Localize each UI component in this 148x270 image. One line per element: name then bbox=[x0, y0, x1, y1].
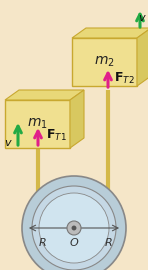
Circle shape bbox=[67, 221, 81, 235]
Text: $\mathbf{F}_{T2}$: $\mathbf{F}_{T2}$ bbox=[114, 70, 135, 86]
Circle shape bbox=[22, 176, 126, 270]
Polygon shape bbox=[5, 90, 84, 100]
Polygon shape bbox=[72, 28, 148, 38]
Text: $m_1$: $m_1$ bbox=[27, 117, 47, 131]
Circle shape bbox=[71, 225, 77, 231]
Text: $O$: $O$ bbox=[69, 236, 79, 248]
Text: $R$: $R$ bbox=[38, 236, 46, 248]
Text: $R$: $R$ bbox=[104, 236, 112, 248]
Bar bbox=[5, 100, 70, 148]
Text: $\mathbf{F}_{T1}$: $\mathbf{F}_{T1}$ bbox=[46, 127, 67, 143]
Polygon shape bbox=[70, 90, 84, 148]
Circle shape bbox=[39, 193, 109, 263]
Text: $m_2$: $m_2$ bbox=[94, 55, 114, 69]
Polygon shape bbox=[137, 28, 148, 86]
Circle shape bbox=[32, 186, 116, 270]
Text: $v$: $v$ bbox=[138, 13, 146, 23]
Bar bbox=[72, 38, 137, 86]
Text: $v$: $v$ bbox=[4, 138, 12, 148]
